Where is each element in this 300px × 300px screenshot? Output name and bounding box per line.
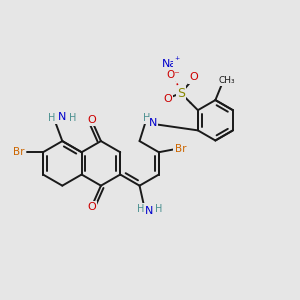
Text: N: N — [149, 118, 157, 128]
Text: Br: Br — [175, 144, 186, 154]
Text: H: H — [69, 113, 76, 123]
Text: H: H — [137, 204, 144, 214]
Text: S: S — [177, 87, 185, 100]
Text: O: O — [189, 73, 198, 82]
Text: CH₃: CH₃ — [218, 76, 235, 85]
Text: N: N — [58, 112, 67, 122]
Text: O⁻: O⁻ — [167, 70, 180, 80]
Text: Br: Br — [14, 147, 25, 157]
Text: H: H — [143, 113, 151, 123]
Text: ⁺: ⁺ — [174, 56, 179, 66]
Text: O: O — [163, 94, 172, 104]
Text: H: H — [48, 113, 56, 123]
Text: O: O — [88, 115, 96, 124]
Text: Na: Na — [161, 59, 177, 69]
Text: H: H — [154, 204, 162, 214]
Text: O: O — [88, 202, 96, 212]
Text: N: N — [145, 206, 154, 216]
